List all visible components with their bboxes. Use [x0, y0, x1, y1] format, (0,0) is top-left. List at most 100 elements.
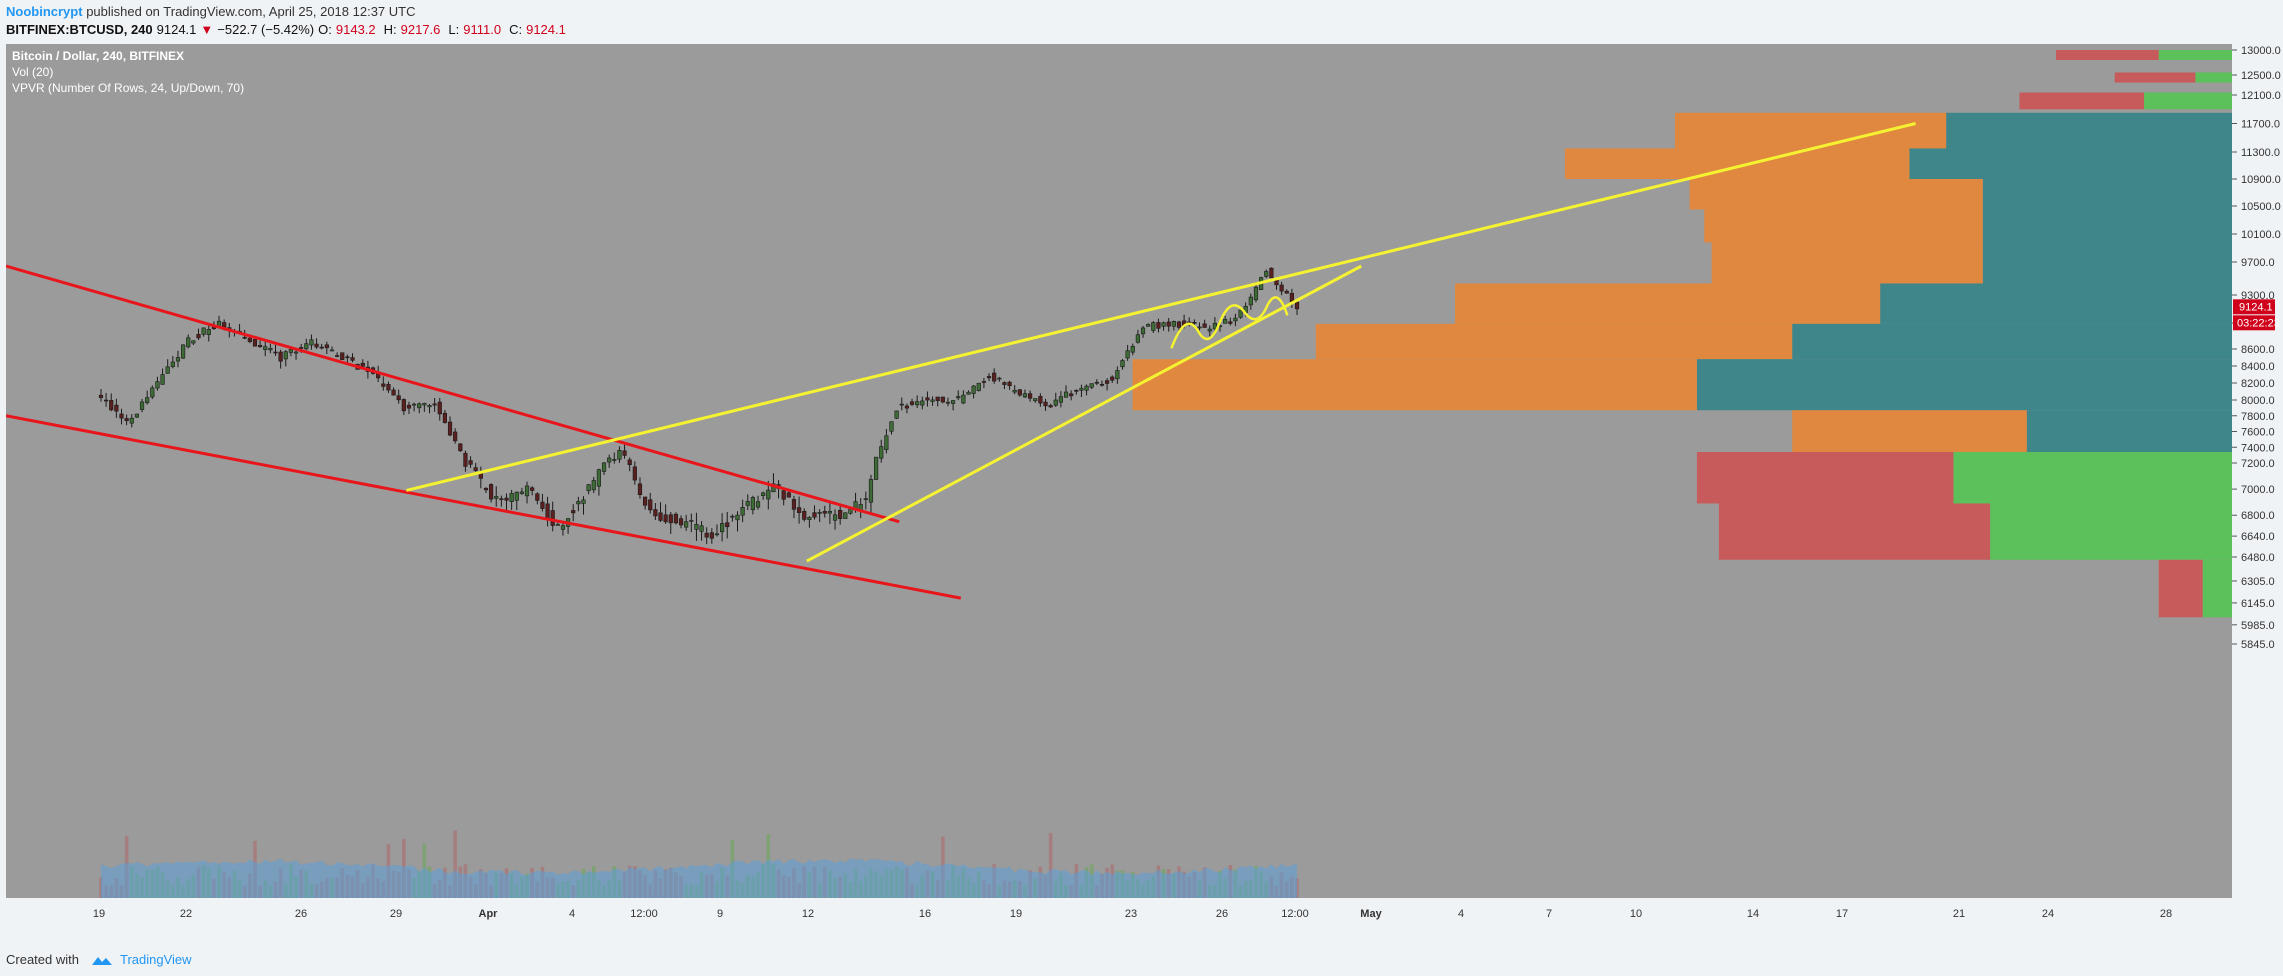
vp-row-down — [1711, 242, 1983, 284]
candle — [494, 496, 499, 499]
y-tick-label: 10500.0 — [2241, 201, 2281, 213]
candle — [956, 396, 961, 399]
low-label: L: — [448, 22, 460, 37]
candle — [499, 498, 504, 501]
candle — [632, 466, 637, 481]
candle — [653, 509, 658, 517]
candle — [863, 498, 868, 500]
vp-row-down — [1704, 209, 1983, 243]
symbol-label: BITFINEX:BTCUSD, 240 — [6, 22, 153, 37]
volume-bar — [453, 830, 457, 898]
vp-row-up — [1953, 451, 2232, 504]
candle — [1197, 326, 1202, 329]
candle — [1151, 322, 1156, 331]
vp-row-up — [2202, 559, 2232, 618]
candle — [545, 503, 550, 520]
candle — [139, 401, 145, 410]
candle — [186, 337, 191, 348]
ohlc-line: BITFINEX:BTCUSD, 240 9124.1 ▼ −522.7 (−5.42… — [6, 22, 574, 37]
candle — [694, 524, 699, 530]
candle — [1043, 401, 1048, 407]
candle — [1033, 398, 1038, 402]
candle — [761, 492, 766, 496]
x-tick-label: 21 — [1953, 908, 1965, 920]
chart-area[interactable]: 13000.0 12500.0 12100.0 11700.0 11300.0 10900… — [5, 44, 2283, 941]
x-tick-label: 16 — [919, 908, 931, 920]
yellow-wave-drawing[interactable] — [1170, 296, 1289, 349]
yellow-trendline[interactable] — [406, 122, 1916, 492]
candle — [1279, 284, 1284, 292]
candle — [925, 397, 930, 401]
vp-row-down — [2114, 72, 2196, 83]
candle — [719, 523, 725, 533]
vp-row-down — [2019, 92, 2145, 110]
candle — [627, 459, 632, 465]
candle — [730, 515, 735, 518]
candle — [381, 383, 386, 387]
volume-bar — [1295, 878, 1299, 898]
candle — [915, 401, 920, 406]
candle — [1012, 389, 1017, 393]
candle — [206, 329, 211, 335]
candle — [268, 348, 273, 351]
x-tick-label: 23 — [1125, 908, 1137, 920]
candle — [1207, 328, 1212, 332]
candle — [1038, 396, 1043, 404]
candle — [1053, 399, 1058, 406]
author-link[interactable]: Noobincrypt — [6, 4, 83, 19]
candle — [432, 403, 437, 406]
vp-row-up — [1982, 242, 2232, 284]
y-tick-label: 8400.0 — [2241, 361, 2275, 373]
legend-volume: Vol (20) — [12, 65, 53, 79]
price-chart[interactable]: 13000.0 12500.0 12100.0 11700.0 11300.0 10900… — [5, 44, 2283, 941]
candle — [596, 469, 601, 487]
candle — [1017, 389, 1022, 396]
candle — [607, 457, 612, 463]
candle — [699, 525, 704, 532]
candle — [997, 377, 1002, 380]
vp-row-up — [1909, 148, 2232, 179]
candle — [98, 394, 104, 398]
candle — [447, 421, 453, 436]
candle — [935, 396, 940, 401]
candle — [1156, 322, 1161, 329]
countdown-label: 03:22:23 — [2237, 317, 2280, 329]
candle — [1223, 319, 1228, 324]
tradingview-link[interactable]: TradingView — [120, 952, 192, 967]
price-axis-labels: 13000.0 12500.0 12100.0 11700.0 11300.0 10900… — [2232, 45, 2281, 651]
red-trendline[interactable] — [5, 414, 962, 600]
candle — [1269, 267, 1274, 279]
vp-row-down — [1718, 503, 1991, 560]
candle — [930, 399, 935, 402]
x-tick-label: 9 — [717, 908, 723, 920]
candle — [191, 340, 196, 344]
candle — [258, 344, 263, 348]
yellow-trendline[interactable] — [806, 264, 1362, 563]
candle — [181, 344, 186, 359]
candle — [735, 514, 740, 521]
red-trendline[interactable] — [5, 264, 900, 524]
candle — [293, 351, 299, 354]
candle — [1202, 323, 1207, 328]
x-tick-label: 17 — [1836, 908, 1848, 920]
x-tick-label: 19 — [93, 908, 105, 920]
vp-row-up — [1982, 179, 2232, 210]
candle — [920, 400, 925, 406]
candle — [340, 352, 345, 360]
high-label: H: — [383, 22, 397, 37]
volume-bars — [99, 830, 1299, 898]
candle — [1048, 405, 1053, 408]
open-value: 9143.2 — [335, 22, 376, 37]
time-axis-labels: 19 22 26 29 Apr 4 12:00 9 12 16 19 23 26 12:00 May 4 7 10… — [93, 908, 2172, 920]
vp-row-up — [2026, 410, 2232, 452]
x-tick-label: 19 — [1010, 908, 1022, 920]
candle — [648, 499, 653, 511]
vp-row-down — [1315, 323, 1793, 360]
candle — [1120, 360, 1125, 368]
candle — [442, 412, 448, 423]
candle — [196, 334, 201, 339]
y-tick-label: 11700.0 — [2241, 119, 2280, 131]
legend-title: Bitcoin / Dollar, 240, BITFINEX — [12, 49, 184, 63]
candle — [524, 485, 530, 497]
candle — [411, 403, 417, 406]
